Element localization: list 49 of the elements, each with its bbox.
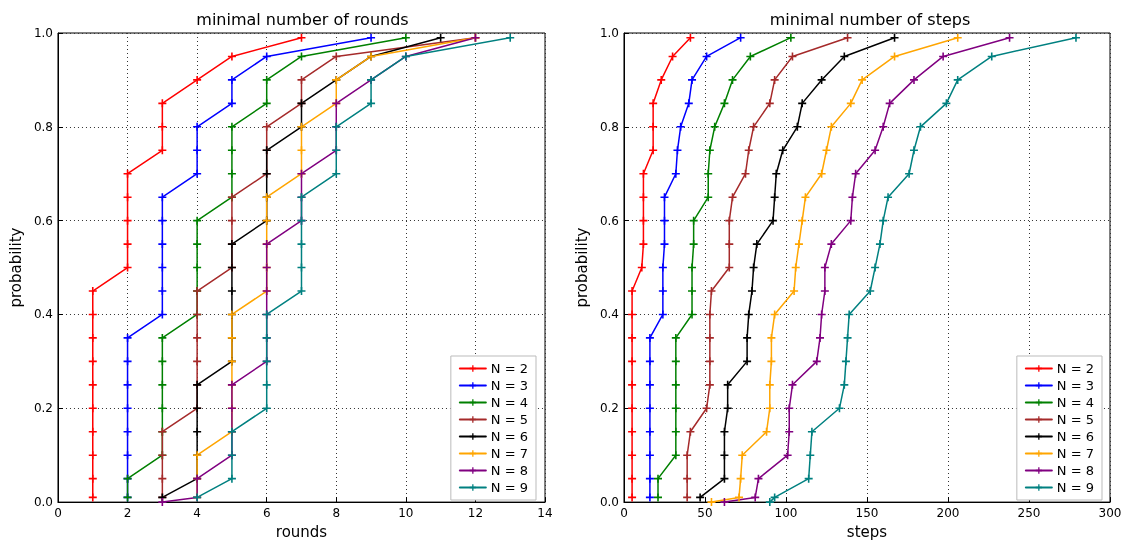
legend-label: N = 8 — [1056, 463, 1094, 478]
y-tick-label: 0.4 — [33, 307, 53, 322]
y-axis-title: probability — [6, 227, 25, 308]
y-axis-title: probability — [572, 227, 591, 308]
chart-title: minimal number of steps — [769, 9, 971, 29]
legend-label: N = 5 — [490, 412, 528, 427]
y-tick-label: 0.2 — [599, 401, 619, 416]
x-tick-label: 200 — [936, 506, 960, 521]
x-tick-label: 50 — [697, 506, 713, 521]
legend-label: N = 5 — [1056, 412, 1094, 427]
legend-label: N = 8 — [490, 463, 528, 478]
y-tick-label: 1.0 — [599, 26, 619, 40]
legend-label: N = 7 — [1056, 446, 1094, 461]
y-tick-label: 0.0 — [599, 495, 619, 510]
legend-label: N = 6 — [1056, 429, 1094, 444]
legend-label: N = 3 — [1056, 378, 1094, 393]
x-tick-label: 4 — [193, 506, 201, 521]
x-axis-title: steps — [846, 522, 888, 541]
x-tick-label: 0 — [620, 506, 628, 521]
y-tick-label: 0.8 — [33, 119, 53, 134]
x-tick-label: 12 — [467, 506, 484, 521]
legend-label: N = 4 — [490, 395, 528, 410]
x-tick-label: 6 — [262, 506, 271, 521]
y-tick-label: 0.2 — [33, 401, 53, 416]
x-tick-label: 10 — [398, 506, 414, 521]
y-tick-label: 1.0 — [33, 26, 53, 40]
x-tick-label: 0 — [54, 506, 62, 521]
legend-label: N = 4 — [1056, 395, 1094, 410]
x-tick-label: 100 — [774, 506, 798, 521]
y-tick-label: 0.6 — [599, 213, 619, 228]
y-tick-label: 0.4 — [599, 307, 619, 322]
x-tick-label: 250 — [1017, 506, 1041, 521]
y-tick-label: 0.0 — [33, 495, 53, 510]
x-tick-label: 2 — [123, 506, 132, 521]
y-tick-label: 0.8 — [599, 119, 619, 134]
legend-label: N = 9 — [490, 480, 528, 495]
legend-label: N = 7 — [490, 446, 528, 461]
x-tick-label: 8 — [332, 506, 341, 521]
legend-label: N = 6 — [490, 429, 528, 444]
x-tick-label: 150 — [855, 506, 879, 521]
legend-label: N = 2 — [490, 361, 528, 376]
chart-title: minimal number of rounds — [196, 9, 409, 29]
y-tick-label: 0.6 — [33, 213, 53, 228]
legend-label: N = 9 — [1056, 480, 1094, 495]
x-tick-label: 14 — [537, 506, 553, 521]
legend-label: N = 3 — [490, 378, 528, 393]
legend-label: N = 2 — [1056, 361, 1094, 376]
x-tick-label: 300 — [1098, 506, 1122, 521]
x-axis-title: rounds — [275, 522, 328, 541]
